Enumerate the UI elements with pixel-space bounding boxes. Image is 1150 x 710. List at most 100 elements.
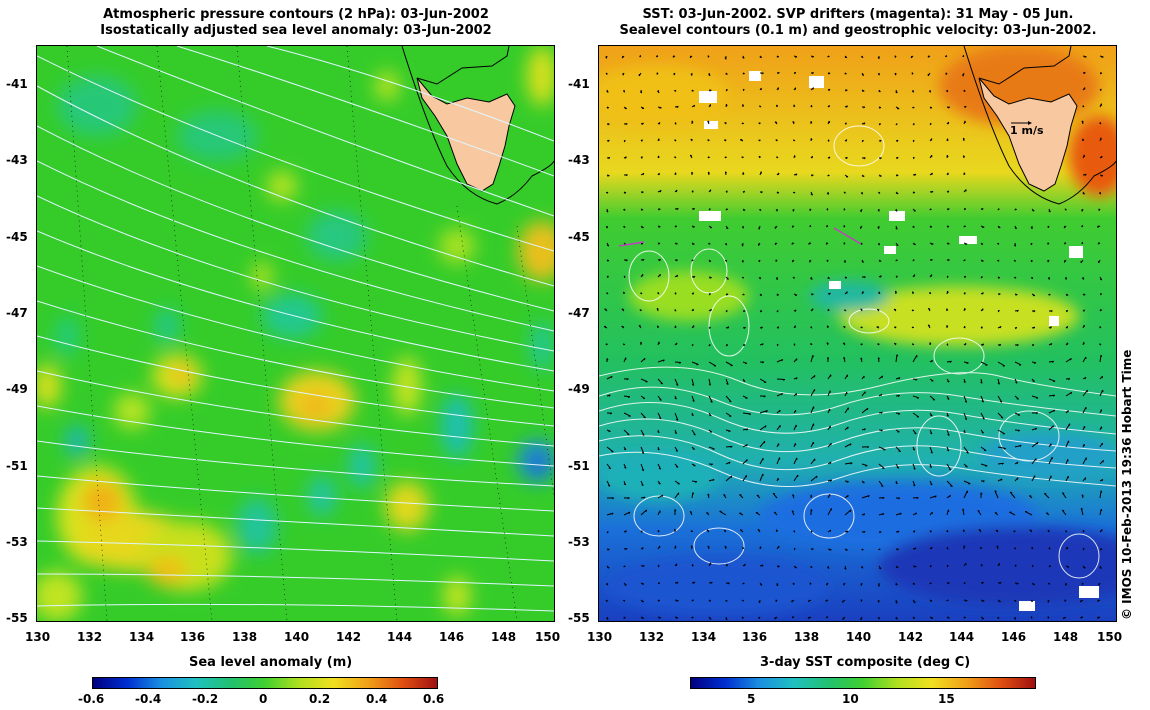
left-title-line1: Atmospheric pressure contours (2 hPa): 0… [103,7,489,22]
velocity-vector-head [843,225,845,228]
velocity-vector-head [657,582,661,585]
velocity-vector-head [1062,616,1065,620]
velocity-vector-head [894,73,897,76]
velocity-vector-head [625,174,628,177]
velocity-vector-head [929,123,932,126]
velocity-vector-head [675,172,677,175]
velocity-vector-head [794,155,796,158]
velocity-vector-head [624,156,627,159]
velocity-vector-head [895,227,898,230]
velocity-vector-head [982,480,985,483]
velocity-vector-head [827,277,830,280]
velocity-vector-head [843,325,846,328]
velocity-vector-head [962,155,966,158]
velocity-vector-head [877,73,880,76]
velocity-vector-head [1048,210,1051,213]
velocity-vector-head [1031,565,1034,568]
velocity-vector-head [642,433,645,436]
velocity-vector-head [639,309,642,311]
velocity-vector-head [847,495,849,498]
velocity-vector-head [913,484,916,487]
velocity-vector-head [912,139,915,143]
velocity-vector [640,378,648,383]
velocity-vector-head [928,307,931,310]
velocity-vector-head [1001,462,1004,465]
velocity-vector-head [1081,582,1084,585]
velocity-vector [1009,511,1016,516]
tasmania-landmass-sst [978,77,1078,192]
velocity-vector-head [810,494,813,497]
velocity-vector-head [1047,529,1050,532]
velocity-vector-head [743,344,746,347]
velocity-vector-head [1065,530,1068,533]
right-xtick-8: 146 [1001,630,1027,644]
velocity-vector-head [643,496,646,499]
velocity-vector-head [895,123,898,126]
velocity-vector-head [899,512,902,515]
velocity-vector-head [708,74,711,77]
velocity-vector-head [606,210,609,213]
velocity-vector-head [792,494,795,497]
velocity-vector-head [881,375,884,378]
velocity-vector-head [981,400,984,403]
velocity-vector [1082,389,1088,397]
velocity-vector-head [657,448,660,451]
velocity-vector-head [742,56,745,59]
velocity-vector-head [843,356,846,360]
velocity-vector-head [927,55,930,58]
velocity-vector-head [1064,242,1066,245]
velocity-vector-head [661,494,664,498]
velocity-vector-head [810,138,813,141]
velocity-vector-head [693,581,696,584]
velocity-vector-head [675,342,678,346]
velocity-vector-head [931,191,934,194]
velocity-vector-head [726,293,729,296]
velocity-vector [725,395,732,403]
velocity-vector-head [692,492,695,495]
velocity-vector-head [655,54,658,58]
velocity-vector-head [828,88,831,92]
velocity-vector-head [645,509,648,512]
velocity-vector-head [879,275,882,278]
velocity-vector-head [776,584,779,587]
sea-level-anomaly-svg [37,46,554,621]
velocity-vector [997,429,1005,435]
velocity-vector-head [743,190,746,194]
velocity-vector-head [1052,394,1056,397]
velocity-vector-head [947,138,949,141]
left-colorbar-title: Sea level anomaly (m) [189,655,353,670]
velocity-vector-head [775,277,778,280]
velocity-vector-head [845,139,848,142]
velocity-vector-head [726,227,729,230]
velocity-vector-head [897,497,901,500]
velocity-vector-head [782,379,786,381]
velocity-vector [623,511,631,516]
velocity-vector [772,492,778,499]
velocity-vector-head [743,310,746,313]
velocity-vector-head [911,90,914,93]
velocity-vector-head [639,91,643,94]
right-ytick-1: -43 [568,153,590,167]
velocity-vector-head [912,448,915,451]
velocity-vector-head [1081,241,1084,244]
velocity-vector-head [791,600,793,603]
velocity-vector-head [947,121,950,125]
velocity-vector-head [963,431,966,434]
velocity-vector [759,378,767,383]
velocity-vector [1061,492,1067,499]
velocity-vector [946,480,953,487]
velocity-vector-head [810,120,813,124]
velocity-vector-head [739,494,742,496]
velocity-vector-head [997,382,1000,385]
right-ytick-3: -47 [568,306,590,320]
velocity-vector-head [793,530,796,533]
velocity-vector-head [963,208,967,211]
velocity-vector [708,395,713,403]
velocity-vector-head [1100,175,1104,177]
velocity-vector-head [725,89,728,92]
velocity-vector [844,443,852,448]
velocity-vector-head [658,482,661,485]
velocity-vector-head [962,54,965,58]
velocity-vector-head [1048,565,1052,568]
right-title-line1: SST: 03-Jun-2002. SVP drifters (magenta)… [642,7,1074,22]
